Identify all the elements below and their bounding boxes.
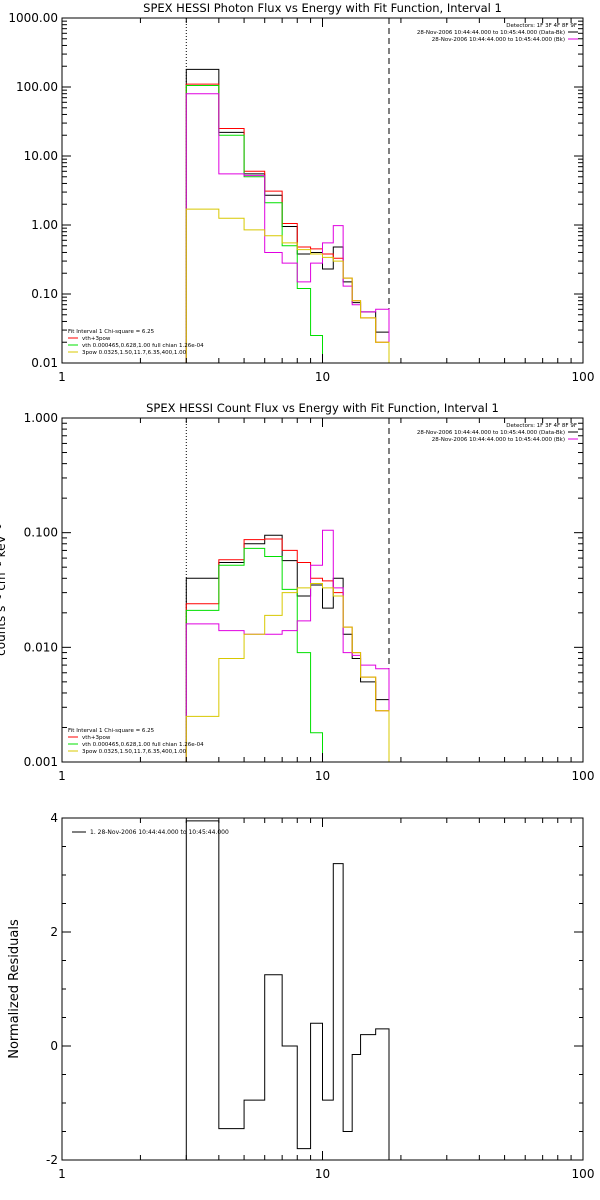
y-axis-label: counts s⁻¹ cm⁻² keV⁻¹ [0, 524, 8, 656]
y-tick-label: 10.00 [24, 149, 58, 163]
series-green-line [185, 547, 323, 762]
series-data_black-line [185, 68, 390, 363]
fit-legend-text: vth 0.000465,0.628,1.00 full chian 1.26e… [82, 742, 204, 748]
x-tick-label: 100 [572, 370, 595, 384]
panel-count: SPEX HESSI Count Flux vs Energy with Fit… [0, 401, 594, 783]
x-tick-label: 10 [315, 370, 330, 384]
fit-legend-text: 3pow 0.0325,1.50,11.7,6.35,400,1.00 [82, 749, 187, 755]
plot-area [185, 820, 390, 1160]
y-tick-label: 0.010 [24, 640, 58, 654]
y-tick-label: 2 [50, 925, 58, 939]
y-tick-label: 0.01 [31, 356, 58, 370]
series-data_black-line [185, 820, 390, 1160]
series-green-line [185, 85, 323, 363]
fit-summary-label: Fit Interval 1 Chi-square = 6.25 [68, 329, 155, 335]
axes-frame [61, 817, 584, 1161]
detectors-label: Detectors: 1F 3F 4F 8F 9F [506, 423, 577, 429]
fit-legend-text: vth+3pow [82, 336, 111, 342]
fit-summary-label: Fit Interval 1 Chi-square = 6.25 [68, 728, 155, 734]
chart-title: SPEX HESSI Photon Flux vs Energy with Fi… [143, 1, 502, 15]
panel-photon: SPEX HESSI Photon Flux vs Energy with Fi… [8, 1, 594, 384]
x-tick-label: 100 [572, 769, 595, 783]
x-tick-label: 1 [58, 1167, 66, 1181]
x-tick-label: 1 [58, 370, 66, 384]
interval-legend-text: 28-Nov-2006 10:44:44.000 to 10:45:44.000… [432, 37, 565, 43]
x-tick-label: 10 [315, 1167, 330, 1181]
series-data_black-line [185, 534, 390, 762]
x-tick-label: 1 [58, 769, 66, 783]
series-magenta-line [185, 529, 390, 762]
detectors-label: Detectors: 1F 3F 4F 8F 9F [506, 23, 577, 29]
interval-legend-text: 28-Nov-2006 10:44:44.000 to 10:45:44.000… [417, 430, 565, 436]
residual-legend-text: 1. 28-Nov-2006 10:44:44.000 to 10:45:44.… [90, 829, 229, 836]
panel-residuals: 1 10 100 -2 0 2 4 Normalized Residuals 1. 28-Nov… [7, 811, 594, 1181]
y-tick-label: 1.00 [31, 218, 58, 232]
series-yellow-line [185, 583, 401, 762]
y-tick-label: -2 [46, 1153, 58, 1167]
axes-frame [61, 17, 584, 364]
fit-legend-text: vth+3pow [82, 735, 111, 741]
x-tick-label: 100 [572, 1167, 595, 1181]
y-tick-label: 0.10 [31, 287, 58, 301]
y-tick-label: 0.100 [24, 526, 58, 540]
interval-legend-text: 28-Nov-2006 10:44:44.000 to 10:45:44.000… [417, 30, 565, 36]
x-tick-label: 10 [315, 769, 330, 783]
interval-legend-text: 28-Nov-2006 10:44:44.000 to 10:45:44.000… [432, 437, 565, 443]
y-tick-label: 0.001 [24, 755, 58, 769]
series-yellow-line [185, 208, 401, 363]
y-tick-label: 4 [50, 811, 58, 825]
fit-legend-text: vth 0.000465,0.628,1.00 full chian 1.26e… [82, 343, 204, 349]
y-tick-label: 100.00 [16, 80, 58, 94]
fit-legend-text: 3pow 0.0325,1.50,11.7,6.35,400,1.00 [82, 350, 187, 356]
plot-area [185, 418, 401, 762]
y-tick-label: 0 [50, 1039, 58, 1053]
y-tick-label: 1000.00 [8, 11, 58, 25]
plot-area [185, 18, 401, 363]
chart-title: SPEX HESSI Count Flux vs Energy with Fit… [146, 401, 499, 415]
y-axis-label: Normalized Residuals [7, 919, 22, 1059]
y-tick-label: 1.000 [24, 411, 58, 425]
series-magenta-line [185, 93, 390, 363]
